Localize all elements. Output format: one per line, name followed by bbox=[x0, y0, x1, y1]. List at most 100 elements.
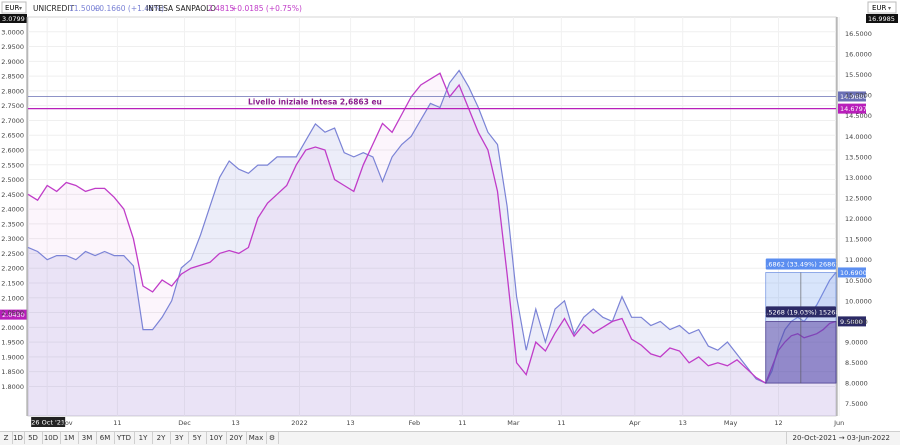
x-tick-label: 13 bbox=[679, 419, 687, 427]
y-left-tick-label: 2.3500 bbox=[1, 220, 24, 228]
chevron-down-icon: ▾ bbox=[19, 5, 22, 12]
y-right-tick-label: 16.0000 bbox=[845, 51, 872, 59]
measure-right-label-intesa: 9.5000 bbox=[840, 318, 863, 326]
y-left-tick-label: 2.0500 bbox=[1, 309, 24, 317]
y-right-tick-label: 15.0000 bbox=[845, 92, 872, 100]
chevron-down-icon: ▾ bbox=[888, 5, 891, 12]
legend: UNICREDIT 11.5000 +0.1660 (+1.46%) INTES… bbox=[33, 4, 302, 13]
currency-selectors: EUR ▾ EUR ▾ bbox=[1, 1, 897, 14]
measure-label-box-intesa bbox=[765, 306, 836, 318]
legend-intesa-name: INTESA SANPAOLO bbox=[146, 4, 216, 13]
range-button-2y[interactable]: 2Y bbox=[152, 432, 171, 444]
y-left-tick-label: 2.4500 bbox=[1, 191, 24, 199]
currency-select-left[interactable] bbox=[1, 1, 27, 14]
y-left-tick-label: 2.9000 bbox=[1, 58, 24, 66]
y-right-tick-label: 13.0000 bbox=[845, 174, 872, 182]
y-left-tick-label: 2.6000 bbox=[1, 147, 24, 155]
x-tick-label: 12 bbox=[774, 419, 782, 427]
y-left-tick-label: 2.5500 bbox=[1, 161, 24, 169]
y-left-tick-label: 1.9000 bbox=[1, 353, 24, 361]
right-axis-current-label: 16.9985 bbox=[868, 15, 895, 23]
y-left-tick-label: 1.9500 bbox=[1, 339, 24, 347]
range-button-3m[interactable]: 3M bbox=[78, 432, 97, 444]
y-right-tick-label: 11.5000 bbox=[845, 236, 872, 244]
y-left-tick-label: 2.5000 bbox=[1, 176, 24, 184]
measure-label-box-unicredit bbox=[765, 258, 836, 270]
range-button-max[interactable]: Max bbox=[246, 432, 267, 444]
x-current-date-badge bbox=[31, 417, 66, 427]
legend-intesa-change: +0.0185 (+0.75%) bbox=[231, 4, 302, 13]
range-button-1y[interactable]: 1Y bbox=[134, 432, 153, 444]
left-axis-current-label: 3.0799 bbox=[2, 15, 25, 23]
currency-select-right[interactable] bbox=[867, 1, 897, 14]
y-right-tick-label: 8.5000 bbox=[845, 359, 868, 367]
currency-left-label: EUR bbox=[5, 4, 20, 12]
x-tick-label: Dec bbox=[178, 419, 191, 427]
range-button-20y[interactable]: 20Y bbox=[226, 432, 247, 444]
y-right-tick-label: 14.0000 bbox=[845, 133, 872, 141]
measure-label-unicredit: 2.6862 (33.49%) 26862 bbox=[762, 260, 839, 268]
intesa-area bbox=[28, 73, 836, 416]
legend-unicredit-name: UNICREDIT bbox=[33, 4, 74, 13]
y-left-tick-label: 1.8000 bbox=[1, 383, 24, 391]
chart: 14.9680 Livello iniziale Intesa 2,6863 eu… bbox=[0, 1, 898, 427]
annotations: 14.9680 Livello iniziale Intesa 2,6863 eu… bbox=[0, 14, 898, 384]
reference-label-box bbox=[838, 91, 866, 102]
range-button-6m[interactable]: 6M bbox=[96, 432, 115, 444]
y-right-tick-label: 10.0000 bbox=[845, 297, 872, 305]
y-right-tick-label: 10.5000 bbox=[845, 277, 872, 285]
y-left-tick-label: 2.6500 bbox=[1, 132, 24, 140]
x-tick-label: 13 bbox=[346, 419, 354, 427]
x-tick-label: 11 bbox=[458, 419, 466, 427]
toolbar: Z 1D 5D 10D 1M 3M 6M YTD 1Y 2Y 3Y 5Y 10Y 20Y Max ⚙ 20-O… bbox=[0, 431, 900, 445]
y-left-tick-label: 2.4000 bbox=[1, 206, 24, 214]
y-right-tick-label: 9.0000 bbox=[845, 338, 868, 346]
range-button-5d[interactable]: 5D bbox=[24, 432, 43, 444]
date-range[interactable]: 20-Oct-2021 → 03-Jun-2022 bbox=[785, 432, 890, 444]
y-right-tick-label: 8.0000 bbox=[845, 380, 868, 388]
y-right-tick-label: 14.5000 bbox=[845, 112, 872, 120]
x-tick-label: 26 Oct '21 bbox=[31, 419, 65, 427]
measure-right-box-intesa bbox=[838, 316, 866, 327]
y-left-tick-label: 2.1500 bbox=[1, 280, 24, 288]
range-button-3y[interactable]: 3Y bbox=[170, 432, 189, 444]
x-tick-label: 11 bbox=[113, 419, 121, 427]
left-axis-current-box bbox=[0, 14, 27, 23]
y-left-tick-label: 2.1000 bbox=[1, 294, 24, 302]
x-tick-label: Feb bbox=[409, 419, 421, 427]
plot-area bbox=[27, 16, 837, 417]
range-button-10d[interactable]: 10D bbox=[42, 432, 61, 444]
legend-unicredit-change: +0.1660 (+1.46%) bbox=[93, 4, 164, 13]
settings-gear-icon[interactable]: ⚙ bbox=[266, 432, 279, 444]
currency-right-label: EUR bbox=[872, 4, 887, 12]
range-button-10y[interactable]: 10Y bbox=[206, 432, 227, 444]
y-right-tick-label: 15.5000 bbox=[845, 71, 872, 79]
y-left-tick-label: 2.2000 bbox=[1, 265, 24, 273]
initial-level-right-box bbox=[838, 103, 866, 114]
y-right-tick-label: 13.5000 bbox=[845, 153, 872, 161]
series-areas bbox=[28, 70, 836, 416]
range-button-5y[interactable]: 5Y bbox=[188, 432, 207, 444]
unicredit-area bbox=[28, 70, 836, 416]
grid-lines bbox=[27, 16, 840, 417]
reference-label: 14.9680 bbox=[840, 93, 867, 101]
range-button-ytd[interactable]: YTD bbox=[114, 432, 135, 444]
y-left-tick-label: 2.8500 bbox=[1, 73, 24, 81]
toolbar-zoom-icon[interactable]: Z bbox=[0, 432, 13, 444]
y-left-tick-label: 2.7000 bbox=[1, 117, 24, 125]
left-axis-intesa-label: 2.0430 bbox=[2, 311, 25, 319]
y-right-tick-label: 9.5000 bbox=[845, 318, 868, 326]
y-left-tick-label: 2.2500 bbox=[1, 250, 24, 258]
x-tick-label: 11 bbox=[557, 419, 565, 427]
x-tick-label: Jun bbox=[833, 419, 844, 427]
range-button-1d[interactable]: 1D bbox=[12, 432, 25, 444]
y-right-tick-label: 7.5000 bbox=[845, 400, 868, 408]
legend-intesa-value: 2.4815 bbox=[208, 4, 234, 13]
x-tick-label: 13 bbox=[231, 419, 239, 427]
y-left-tick-label: 3.0000 bbox=[1, 28, 24, 36]
y-left-tick-label: 2.8000 bbox=[1, 87, 24, 95]
axes: 1.8000 1.8500 1.9000 1.9500 2.0000 2.0500 2.10… bbox=[1, 17, 872, 427]
y-left-tick-label: 2.3000 bbox=[1, 235, 24, 243]
range-button-1m[interactable]: 1M bbox=[60, 432, 79, 444]
x-tick-label: Nov bbox=[60, 419, 73, 427]
